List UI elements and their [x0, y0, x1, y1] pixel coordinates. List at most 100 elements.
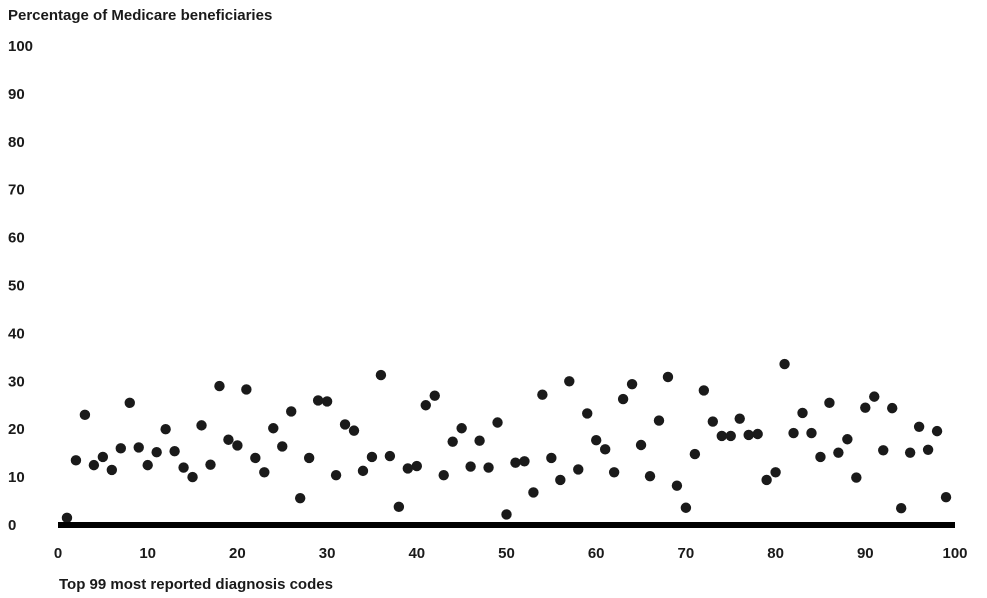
data-point: [411, 460, 422, 472]
data-points: [61, 358, 952, 524]
data-point: [196, 420, 207, 431]
data-point: [895, 503, 907, 514]
x-tick-label: 70: [678, 545, 695, 562]
data-point: [940, 492, 952, 503]
y-tick-label: 0: [8, 517, 16, 534]
data-point: [573, 464, 584, 475]
data-point: [447, 436, 458, 447]
data-point: [474, 435, 485, 446]
data-point: [788, 427, 799, 439]
data-point: [689, 448, 701, 460]
data-point: [878, 445, 889, 456]
data-point: [393, 501, 405, 512]
data-point: [492, 417, 503, 428]
y-axis-title: Percentage of Medicare beneficiaries: [8, 7, 272, 24]
data-point: [546, 452, 557, 464]
data-point: [133, 442, 144, 453]
data-point: [510, 457, 521, 468]
data-point: [887, 402, 898, 414]
data-point: [626, 378, 638, 390]
data-point: [115, 443, 126, 454]
data-point: [187, 471, 198, 483]
data-point: [716, 430, 727, 442]
x-tick-label: 80: [767, 545, 784, 562]
data-point: [913, 421, 925, 433]
data-point: [842, 434, 853, 445]
data-point: [438, 469, 449, 481]
data-point: [680, 502, 692, 513]
data-point: [519, 456, 530, 467]
x-axis-title: Top 99 most reported diagnosis codes: [59, 576, 333, 593]
data-point: [160, 424, 171, 435]
data-point: [743, 429, 754, 441]
data-point: [321, 396, 333, 407]
y-tick-label: 80: [8, 134, 25, 151]
data-point: [555, 474, 566, 486]
data-point: [833, 447, 844, 458]
data-point: [205, 459, 216, 470]
data-point: [707, 416, 719, 427]
y-axis-ticks: 0 10 20 30 40 50 60 70 80 90 100: [8, 38, 33, 534]
data-point: [931, 425, 943, 437]
data-point: [268, 423, 279, 434]
data-point: [402, 463, 414, 474]
data-point: [61, 512, 73, 524]
x-tick-label: 40: [408, 545, 425, 562]
data-point: [70, 455, 82, 466]
data-point: [698, 385, 710, 396]
y-tick-label: 10: [8, 469, 25, 486]
data-point: [151, 446, 162, 458]
data-point: [904, 447, 916, 458]
x-tick-label: 30: [319, 545, 336, 562]
data-point: [761, 474, 772, 486]
data-point: [725, 430, 736, 442]
data-point: [483, 462, 494, 473]
data-point: [339, 419, 351, 430]
x-tick-label: 100: [942, 545, 967, 562]
data-point: [501, 509, 512, 520]
data-point: [851, 472, 862, 483]
data-point: [88, 459, 100, 471]
data-point: [653, 415, 665, 426]
data-point: [384, 450, 396, 462]
data-point: [294, 492, 306, 504]
x-tick-label: 0: [54, 545, 62, 562]
data-point: [824, 397, 835, 409]
y-tick-label: 70: [8, 182, 25, 199]
y-tick-label: 90: [8, 86, 25, 103]
y-tick-label: 20: [8, 421, 25, 438]
data-point: [635, 439, 647, 451]
data-point: [770, 467, 781, 478]
data-point: [922, 444, 934, 455]
x-tick-label: 60: [588, 545, 605, 562]
x-tick-label: 90: [857, 545, 874, 562]
data-point: [582, 408, 593, 419]
data-point: [375, 369, 387, 381]
data-point: [564, 376, 575, 387]
data-point: [277, 441, 288, 452]
data-point: [169, 446, 180, 457]
y-tick-label: 40: [8, 325, 25, 342]
data-point: [860, 402, 871, 413]
data-point: [79, 409, 91, 421]
data-point: [330, 469, 342, 481]
data-point: [214, 380, 225, 392]
data-point: [608, 467, 620, 478]
x-axis-ticks: 0 10 20 30 40 50 60 70 80 90 100: [54, 545, 968, 562]
data-point: [599, 444, 611, 455]
data-point: [223, 434, 234, 445]
data-point: [241, 384, 252, 395]
y-tick-label: 30: [8, 373, 25, 390]
data-point: [591, 435, 602, 446]
data-point: [617, 393, 629, 405]
y-tick-label: 60: [8, 230, 25, 247]
data-point: [797, 407, 808, 419]
data-point: [662, 371, 674, 383]
data-point: [286, 406, 297, 417]
data-point: [752, 428, 763, 440]
x-tick-label: 10: [139, 545, 156, 562]
data-point: [869, 391, 880, 402]
data-point: [465, 461, 476, 472]
y-tick-label: 100: [8, 38, 33, 55]
